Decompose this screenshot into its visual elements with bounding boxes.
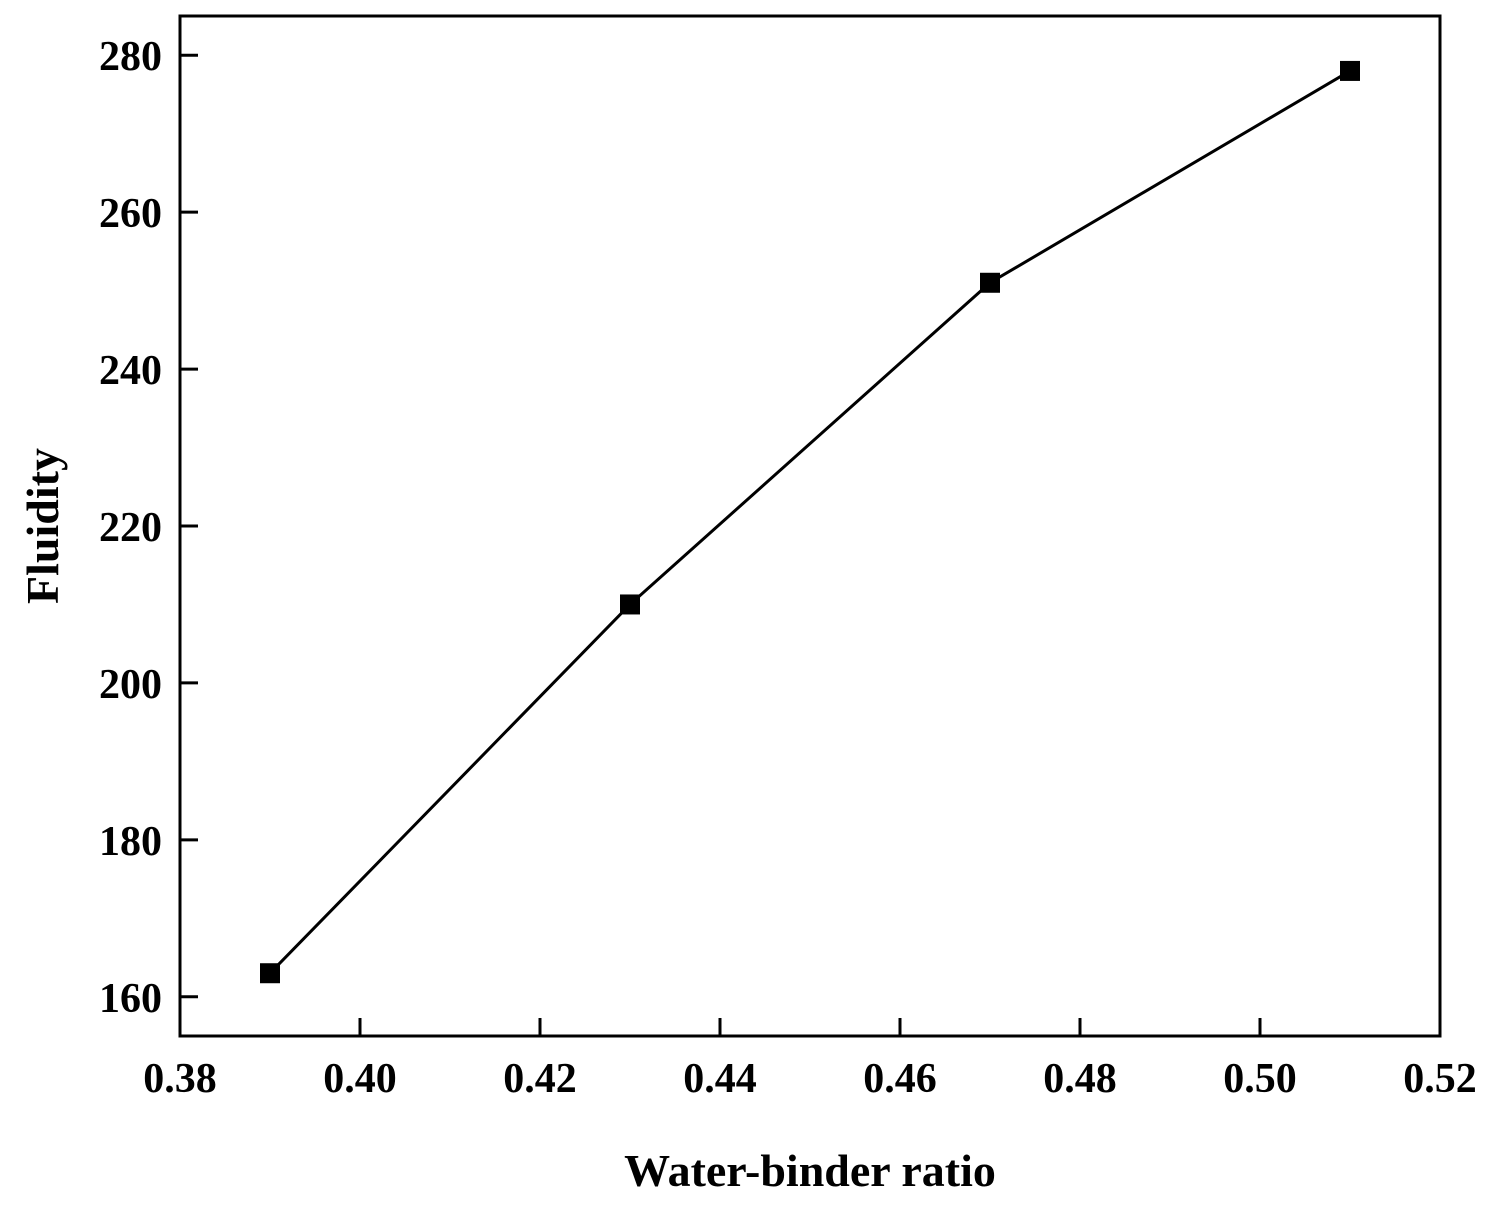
y-tick-label: 280	[99, 34, 162, 80]
x-tick-label: 0.46	[863, 1056, 937, 1102]
y-tick-label: 220	[99, 505, 162, 551]
y-tick-label: 260	[99, 191, 162, 237]
y-tick-label: 200	[99, 662, 162, 708]
data-point-marker	[980, 272, 1000, 293]
y-tick-label: 160	[99, 976, 162, 1022]
x-tick-label: 0.40	[323, 1056, 397, 1102]
data-point-marker	[620, 594, 640, 615]
x-tick-label: 0.38	[143, 1056, 217, 1102]
data-point-marker	[260, 963, 280, 984]
x-tick-label: 0.50	[1223, 1056, 1297, 1102]
y-axis-label: Fluidity	[17, 448, 68, 604]
x-tick-label: 0.42	[503, 1056, 577, 1102]
data-point-marker	[1340, 60, 1360, 81]
y-tick-label: 180	[99, 819, 162, 865]
y-tick-label: 240	[99, 348, 162, 394]
x-axis-label: Water-binder ratio	[624, 1145, 996, 1196]
x-tick-label: 0.52	[1403, 1056, 1477, 1102]
y-axis-ticks: 160 180 200 220 240 260 280	[99, 34, 198, 1022]
plot-area-frame	[178, 14, 1442, 1038]
x-tick-label: 0.48	[1043, 1056, 1117, 1102]
x-axis-ticks: 0.38 0.40 0.42 0.44 0.46 0.48 0.50 0.52	[143, 1018, 1477, 1102]
series-line	[268, 69, 1351, 975]
series-layer	[260, 60, 1360, 984]
x-tick-label: 0.44	[683, 1056, 757, 1102]
